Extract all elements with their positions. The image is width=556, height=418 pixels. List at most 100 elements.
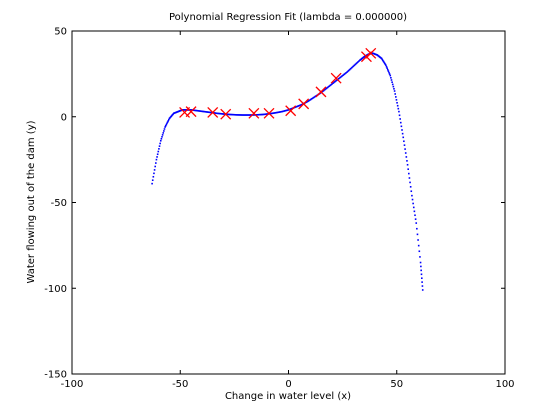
fit-curve-point [412,199,414,201]
fit-curve-point [420,270,422,272]
fit-curve-point [420,266,422,268]
fit-curve-point [151,183,153,185]
fit-curve-point [164,128,166,130]
fit-curve-point [411,195,413,197]
fit-curve-point [163,130,165,132]
fit-curve-point [409,177,411,179]
fit-curve-point [405,152,407,154]
fit-curve-point [159,145,161,147]
fit-curve-point [415,218,417,220]
training-data-point [186,107,196,117]
fit-curve-point [410,186,412,188]
x-tick-label: 50 [390,379,403,390]
fit-curve-point [392,84,394,86]
fit-curve-point [400,122,402,124]
fit-curve-point [420,262,422,264]
fit-curve-point [385,65,387,67]
x-tick-label: 100 [495,379,514,390]
y-tick-label: -50 [51,198,67,209]
fit-curve-point [422,289,424,291]
fit-curve-point [162,134,164,136]
fit-curve-point [399,114,401,116]
fit-curve-point [394,93,396,95]
fit-curve-point [404,144,406,146]
fit-curve-point [154,166,156,168]
fit-curve-point [421,273,423,275]
fit-curve-point [393,86,395,88]
axis-ticks [72,31,505,374]
training-data-point [316,87,326,97]
fit-curve-point [396,102,398,104]
fit-curve-point [388,70,390,72]
y-tick-label: 50 [54,27,67,38]
fit-curve-point [404,148,406,150]
fit-curve-point [406,156,408,158]
fit-curve-point [153,176,155,178]
fit-curve-point [156,156,158,158]
fit-curve-point [157,151,159,153]
x-tick-label: -50 [172,379,188,390]
fit-curve-point [386,66,388,68]
fit-curve-point [416,228,418,230]
fit-curve-point [407,168,409,170]
fit-curve-point [394,90,396,92]
fit-curve-point [389,73,391,75]
x-tick-labels: -100 -50 0 50 100 [61,379,515,390]
fit-curve-point [421,277,423,279]
fit-curve-point [387,69,389,71]
fit-curve-point [401,126,403,128]
fit-curve-point [419,250,421,252]
y-axis-title: Water flowing out of the dam (y) [26,120,37,283]
y-tick-label: -150 [44,370,67,381]
fit-curve-point [403,140,405,142]
fit-curve-point [390,77,392,79]
x-tick-label: -100 [61,379,84,390]
y-tick-labels: -150 -100 -50 0 50 [44,27,67,381]
fit-curve-point [406,160,408,162]
fit-curve-point [155,162,157,164]
fit-curve-point [399,118,401,120]
fit-curve-point [160,140,162,142]
fit-curve-point [408,173,410,175]
plot-area-frame [72,31,505,374]
fit-curve-point [388,72,390,74]
fit-curve-point [386,67,388,69]
fit-curve-point [391,79,393,81]
fit-curve-point [397,105,399,107]
fit-curve-series [151,52,423,290]
fit-curve-point [157,153,159,155]
fit-curve-point [161,138,163,140]
fit-curve-point [418,245,420,247]
fit-curve-point [414,211,416,213]
chart-title: Polynomial Regression Fit (lambda = 0.00… [169,12,407,23]
fit-curve-point [419,256,421,258]
y-tick-label: -100 [44,284,67,295]
fit-curve-point [159,143,161,145]
fit-curve-point [397,108,399,110]
fit-curve-point [402,137,404,139]
x-axis-title: Change in water level (x) [225,391,351,402]
fit-curve-point [152,179,154,181]
training-points-series [180,48,376,119]
fit-curve-point [409,182,411,184]
fit-curve-point [393,88,395,90]
fit-curve-point [401,129,403,131]
fit-curve-point [398,111,400,113]
fit-curve-point [391,81,393,83]
training-data-point [299,99,309,109]
fit-curve-point [407,164,409,166]
fit-curve-point [158,148,160,150]
fit-curve-point [156,159,158,161]
fit-curve-point [414,214,416,216]
fit-curve-point [153,173,155,175]
fit-curve-point [396,99,398,101]
fit-curve-point [413,207,415,209]
fit-curve-point [395,96,397,98]
fit-curve-point [412,203,414,205]
fit-curve-point [417,234,419,236]
x-tick-label: 0 [285,379,291,390]
fit-curve-point [162,132,164,134]
y-tick-label: 0 [61,112,67,123]
training-data-point [249,108,259,118]
